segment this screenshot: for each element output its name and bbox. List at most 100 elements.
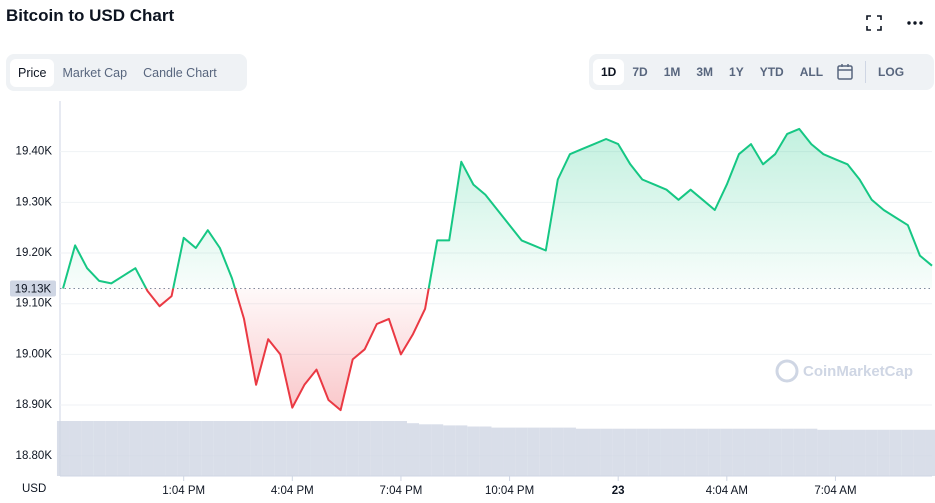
volume-bar: [250, 421, 263, 476]
volume-bar: [756, 428, 770, 476]
volume-bar: [358, 421, 371, 476]
volume-bar: [636, 428, 649, 476]
header-icons: [862, 12, 932, 39]
watermark: CoinMarketCap: [775, 359, 913, 383]
tab[interactable]: Price: [10, 58, 55, 87]
volume-bar: [141, 421, 154, 476]
volume-bar: [370, 421, 383, 476]
volume-bar: [105, 421, 118, 476]
volume-bar: [165, 421, 178, 476]
volume-bar: [334, 421, 347, 476]
volume-bar: [720, 428, 733, 476]
volume-bar: [394, 421, 407, 476]
x-tick-label: 23: [612, 485, 625, 497]
volume-bar: [732, 428, 745, 476]
range-button[interactable]: 7D: [632, 65, 648, 79]
y-tick-label: 18.80K: [16, 450, 53, 462]
volume-bar: [744, 428, 757, 476]
x-tick-label: 1:04 PM: [162, 485, 205, 497]
volume-bar: [588, 428, 601, 476]
volume-bar: [69, 421, 82, 476]
watermark-text: CoinMarketCap: [803, 363, 913, 380]
y-tick-label: 19.40K: [16, 146, 53, 158]
volume-bar: [177, 421, 190, 476]
volume-bar: [539, 427, 552, 476]
x-tick-label: 7:04 AM: [814, 485, 856, 497]
icon-bar: [866, 15, 923, 31]
volume-bar: [575, 428, 589, 476]
volume-bar: [853, 429, 866, 476]
volume-bar: [238, 421, 251, 476]
volume-bar: [817, 429, 830, 476]
volume-bar: [153, 421, 166, 476]
volume-bar: [612, 428, 625, 476]
baseline-badge: [10, 280, 56, 297]
range-button[interactable]: 1M: [663, 65, 681, 79]
volume-bar: [660, 428, 673, 476]
tab-bar: Price Market Cap Candle Chart: [6, 54, 247, 91]
baseline-label: 19.13K: [15, 284, 52, 296]
price-line: [62, 127, 933, 412]
price-area: [63, 128, 932, 411]
volume-bar: [769, 428, 782, 476]
volume-bar: [901, 429, 914, 476]
volume-bar: [322, 421, 335, 476]
volume-bar: [213, 421, 226, 476]
y-unit-label: USD: [22, 483, 46, 495]
title: Bitcoin to USD Chart: [6, 6, 175, 25]
tab[interactable]: Candle Chart: [143, 65, 217, 80]
fullscreen-icon[interactable]: [866, 15, 882, 31]
volume-bar: [708, 428, 721, 476]
y-tick-label: 18.90K: [16, 399, 53, 411]
volume-bar: [551, 427, 564, 476]
range-button[interactable]: YTD: [759, 65, 784, 79]
volume-bar: [491, 427, 504, 476]
volume-bar: [479, 426, 492, 476]
volume-bar: [93, 421, 106, 476]
volume-bar: [696, 428, 709, 476]
range-button[interactable]: 3M: [696, 65, 714, 79]
y-tick-label: 19.30K: [16, 196, 53, 208]
volume-bar: [56, 421, 70, 476]
volume-bar: [913, 429, 926, 476]
volume-bar: [346, 421, 359, 476]
volume-bar: [310, 421, 323, 476]
x-tick-label: 10:04 PM: [485, 485, 534, 497]
volume-bar: [805, 428, 818, 476]
x-tick-label: 7:04 PM: [380, 485, 423, 497]
volume-bar: [503, 427, 516, 476]
volume-bar: [419, 424, 432, 476]
volume-bar: [563, 427, 576, 476]
volume-bar: [527, 427, 540, 476]
volume-bar: [225, 421, 239, 476]
calendar-button[interactable]: [831, 60, 859, 84]
volume-bar: [877, 429, 890, 476]
volume-bar: [829, 429, 842, 476]
volume-bar: [624, 428, 637, 476]
volume-bar: [189, 421, 202, 476]
volume-bar: [781, 428, 794, 476]
tab[interactable]: Market Cap: [62, 65, 128, 80]
volume-bar: [515, 427, 528, 476]
y-tick-label: 19.10K: [16, 298, 53, 310]
volume-bar: [298, 421, 311, 476]
volume-bar: [274, 421, 287, 476]
volume-bar: [600, 428, 613, 476]
range-button[interactable]: ALL: [799, 65, 824, 79]
separator: [865, 61, 867, 83]
volume-bar: [455, 425, 468, 476]
volume-bar: [889, 429, 902, 476]
volume-bar: [129, 421, 142, 476]
more-icon[interactable]: [907, 21, 923, 25]
range-button[interactable]: 1Y: [729, 65, 744, 79]
range-button[interactable]: 1D: [593, 59, 625, 85]
volume-bar: [841, 429, 854, 476]
volume-bar: [925, 429, 935, 476]
volume-bar: [117, 421, 130, 476]
volume-bar: [286, 421, 299, 476]
y-tick-label: 19.20K: [16, 247, 53, 259]
volume-bar: [431, 424, 444, 476]
volume-bar: [648, 428, 661, 476]
log-button[interactable]: LOG: [878, 65, 905, 79]
